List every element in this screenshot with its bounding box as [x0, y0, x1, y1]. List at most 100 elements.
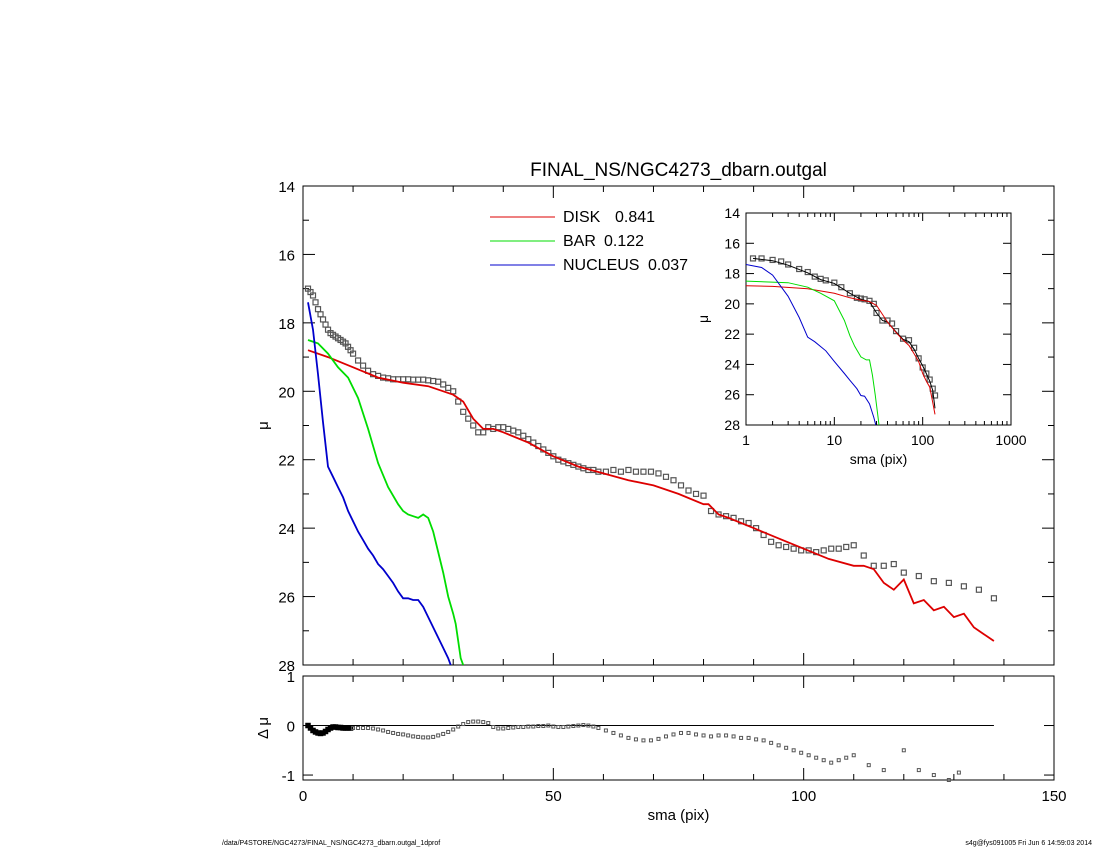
footer-timestamp: s4g@fys091005 Fri Jun 6 14:59:03 2014 — [965, 840, 1092, 847]
main-y-tick-label: 24 — [278, 521, 295, 538]
data-point-marker — [445, 384, 452, 391]
data-point-marker — [700, 492, 707, 499]
residual-point-marker — [901, 748, 906, 753]
data-point-marker — [500, 424, 507, 431]
residual-point-marker — [656, 736, 661, 741]
residual-point-marker — [671, 732, 676, 737]
residual-point-marker — [347, 725, 354, 731]
data-point-marker — [510, 427, 517, 434]
residual-point-marker — [618, 733, 623, 738]
data-point-marker — [610, 466, 617, 474]
data-point-marker — [460, 408, 467, 415]
residual-point-marker — [694, 732, 699, 737]
residual-point-marker — [396, 731, 401, 736]
data-point-marker — [945, 579, 952, 586]
residual-point-marker — [576, 723, 581, 728]
legend-value-disk: 0.841 — [615, 209, 655, 226]
inset-y-tick-label: 20 — [724, 296, 740, 312]
residual-point-marker — [769, 740, 774, 745]
residual-point-marker — [366, 726, 371, 730]
residual-x-tick-label: 50 — [545, 788, 562, 805]
inset-data-point-marker — [838, 284, 845, 291]
residual-point-marker — [361, 726, 366, 730]
inset-y-tick-label: 22 — [724, 326, 740, 342]
residual-point-marker — [451, 727, 456, 732]
residual-point-marker — [476, 719, 481, 724]
data-point-marker — [685, 487, 692, 494]
residual-point-marker — [761, 738, 766, 743]
residual-point-marker — [701, 733, 706, 738]
residual-point-marker — [551, 724, 556, 729]
residual-plot-frame — [302, 675, 1055, 781]
inset-y-tick-label: 14 — [724, 205, 740, 221]
residual-point-marker — [531, 724, 536, 729]
main-y-tick-label: 26 — [278, 590, 295, 607]
data-point-marker — [309, 292, 317, 299]
legend-label-nucleus: NUCLEUS — [563, 257, 639, 274]
data-point-marker — [775, 542, 782, 549]
residual-point-marker — [506, 726, 511, 730]
data-point-marker — [475, 429, 482, 436]
main-y-tick-label: 28 — [278, 658, 295, 675]
residual-x-tick-label: 100 — [791, 788, 816, 805]
data-point-marker — [312, 299, 319, 306]
legend-label-disk: DISK — [563, 209, 601, 226]
residual-point-marker — [814, 755, 819, 760]
data-point-marker — [349, 350, 357, 357]
residual-point-marker — [411, 734, 416, 739]
data-point-marker — [420, 376, 427, 383]
residual-point-marker — [561, 725, 566, 730]
data-point-marker — [647, 468, 655, 475]
inset-series-line-disk — [746, 285, 936, 415]
inset-x-axis-label: sma (pix) — [850, 451, 908, 467]
inset-data-point-marker — [899, 335, 907, 342]
residual-point-marker — [496, 726, 501, 731]
residual-point-marker — [633, 737, 638, 742]
residual-point-marker — [844, 755, 849, 760]
data-point-marker — [415, 376, 422, 383]
data-point-marker — [707, 507, 715, 515]
residual-point-marker — [806, 753, 811, 758]
data-point-marker — [405, 376, 412, 383]
residual-point-marker — [406, 733, 411, 738]
legend-label-bar: BAR — [563, 233, 596, 250]
data-point-marker — [505, 425, 512, 433]
residual-point-marker — [471, 719, 476, 724]
main-y-tick-label: 20 — [278, 384, 295, 401]
residual-point-marker — [456, 724, 461, 729]
main-y-axis-label: μ — [255, 421, 272, 430]
data-point-marker — [662, 473, 670, 480]
inset-y-tick-label: 16 — [724, 235, 740, 251]
data-point-marker — [410, 376, 417, 383]
residual-point-marker — [446, 729, 451, 734]
residual-point-marker — [481, 720, 486, 725]
main-y-tick-label: 14 — [278, 179, 295, 196]
data-point-marker — [990, 595, 998, 602]
data-point-marker — [890, 560, 897, 568]
data-point-marker — [617, 468, 625, 475]
data-point-marker — [359, 362, 367, 369]
residual-x-tick-label: 0 — [299, 788, 307, 805]
series-line-bar — [307, 339, 465, 665]
inset-data-point-marker — [758, 255, 765, 262]
inset-x-tick-label: 1000 — [995, 432, 1026, 448]
residual-point-marker — [866, 763, 871, 768]
inset-data-point-marker — [888, 320, 896, 327]
residual-point-marker — [391, 730, 396, 735]
inset-data-point-marker — [931, 392, 939, 399]
residual-point-marker — [401, 732, 406, 737]
residual-point-marker — [466, 720, 471, 725]
data-point-marker — [640, 468, 647, 475]
residual-point-marker — [784, 745, 789, 750]
residual-point-marker — [416, 734, 421, 739]
inset-data-point-marker — [873, 309, 880, 317]
residual-point-marker — [571, 724, 576, 729]
legend-value-bar: 0.122 — [604, 233, 644, 250]
residual-point-marker — [754, 737, 759, 742]
residual-point-marker — [526, 724, 531, 729]
residual-point-marker — [881, 768, 886, 773]
inset-data-point-marker — [923, 370, 930, 377]
